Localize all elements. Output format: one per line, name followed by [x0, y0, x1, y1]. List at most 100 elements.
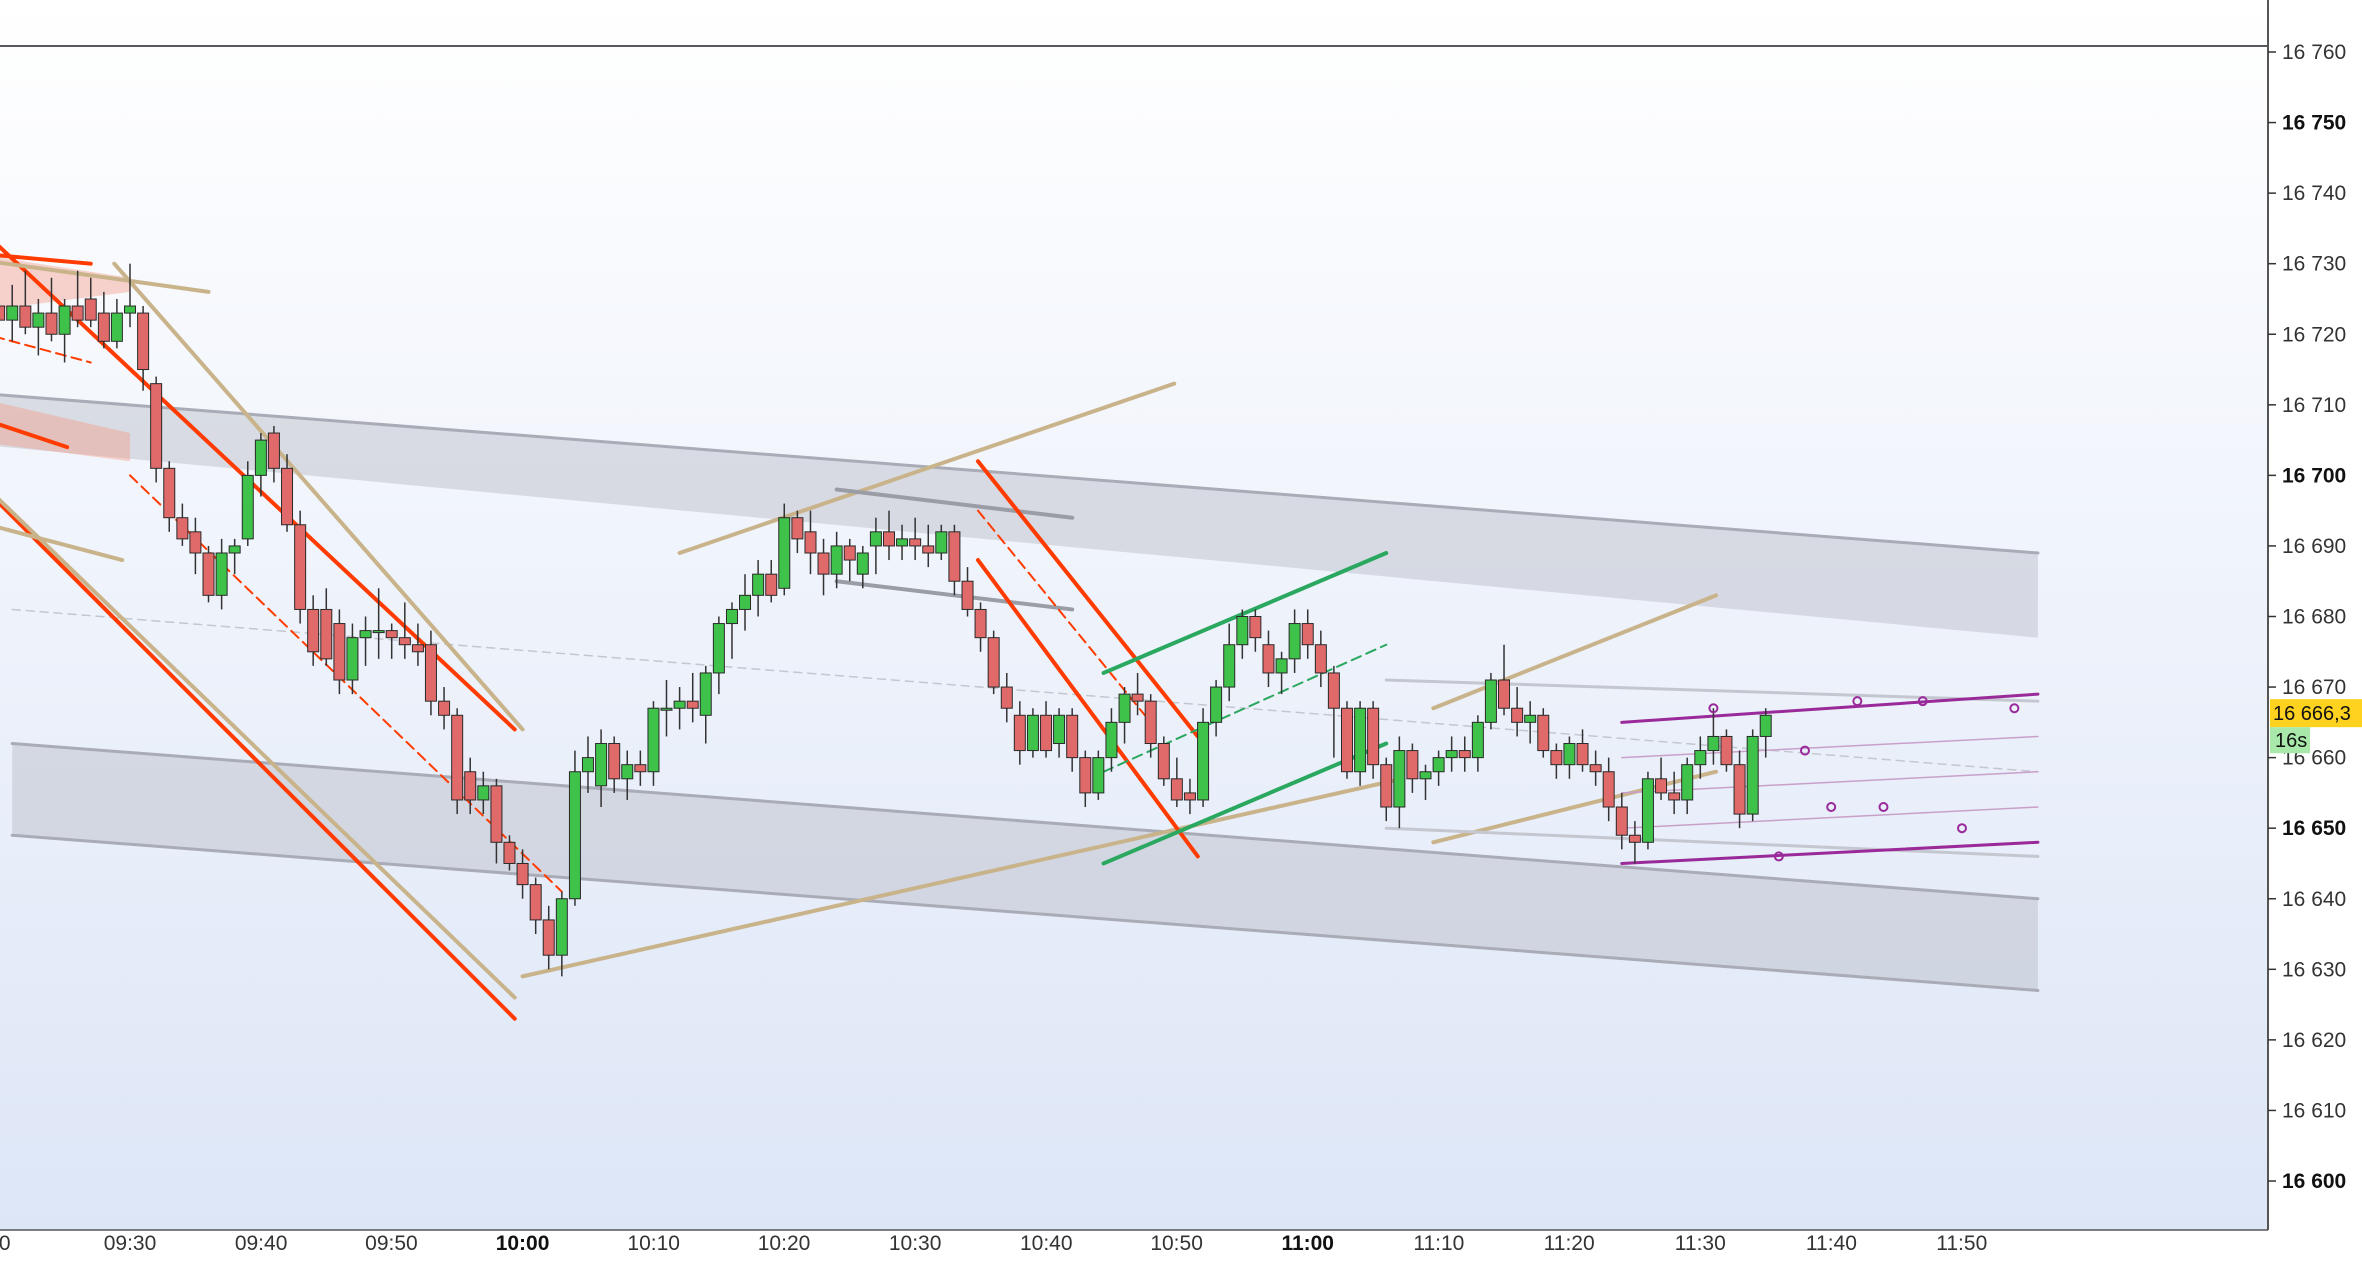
price-tick-label: 16 690: [2282, 535, 2346, 558]
resistance-zone-top-line: [0, 393, 2040, 555]
candle-body: [281, 467, 294, 526]
candle-body: [843, 545, 856, 561]
candle-body: [621, 764, 634, 780]
candle-body: [1733, 764, 1746, 815]
candle-body: [581, 757, 594, 773]
candle: [1183, 778, 1196, 815]
candle-body: [202, 552, 215, 596]
candle-body: [1576, 743, 1589, 766]
candle: [1458, 736, 1471, 772]
candle-body: [215, 552, 228, 596]
price-axis[interactable]: 16 760 16 750 16 740 16 730 16 720 16 710 16 7…: [2268, 41, 2346, 1193]
candle-body: [568, 771, 581, 900]
candle-body: [97, 312, 110, 342]
time-tick-label: 10:10: [627, 1232, 680, 1255]
candle-body: [1249, 616, 1262, 639]
candle-body: [1367, 707, 1380, 766]
candle: [1550, 743, 1563, 779]
candle: [909, 517, 922, 561]
candle: [555, 891, 568, 977]
candle: [752, 560, 765, 617]
candle: [896, 524, 909, 561]
gray-line-low: [1384, 826, 2040, 858]
candle: [581, 736, 594, 793]
candle: [84, 277, 97, 328]
candle: [1013, 701, 1026, 765]
candle-body: [71, 305, 84, 321]
tan-channel-2-upper: [1431, 593, 1719, 711]
candle-body: [1615, 806, 1628, 836]
candle: [1641, 771, 1654, 850]
candle: [1354, 701, 1367, 786]
candle: [411, 623, 424, 666]
time-tick-label: 09:30: [104, 1232, 157, 1255]
candle: [778, 503, 791, 596]
candle: [1537, 708, 1550, 758]
candle-body: [1275, 658, 1288, 674]
candle-body: [1707, 735, 1720, 752]
candle-body: [346, 637, 359, 681]
price-tick-label: 16 670: [2282, 676, 2346, 699]
channel-red-1-mid-b: [129, 474, 563, 893]
candle: [45, 277, 58, 342]
candle-body: [1746, 735, 1759, 815]
candle: [1733, 750, 1746, 829]
candle-body: [1013, 714, 1026, 752]
candle-body: [935, 531, 948, 554]
candle-body: [791, 517, 804, 540]
candle: [830, 531, 843, 589]
candle-body: [1066, 714, 1079, 759]
swing-marker: [2009, 703, 2020, 714]
candle: [424, 630, 437, 716]
candle-body: [608, 743, 621, 780]
support-zone-top-line: [10, 742, 2040, 901]
candle: [1079, 750, 1092, 808]
time-tick-label: 09:50: [365, 1232, 418, 1255]
candle-body: [333, 623, 346, 681]
candle-body: [267, 432, 280, 469]
candle-body: [1340, 707, 1353, 773]
candle-body: [1602, 771, 1615, 808]
candle-body: [699, 672, 712, 716]
candle: [817, 538, 830, 596]
candle: [1406, 743, 1419, 793]
candle-body: [1655, 778, 1668, 794]
time-tick-label: 11:10: [1413, 1232, 1464, 1255]
time-axis-background[interactable]: [0, 1230, 2362, 1269]
swing-marker: [1878, 802, 1889, 813]
candle-body: [856, 552, 869, 575]
candle-body: [359, 630, 372, 639]
candle-body: [1170, 778, 1183, 801]
candle: [477, 771, 490, 815]
candle: [398, 602, 411, 659]
candle-body: [1380, 764, 1393, 808]
time-axis[interactable]: 20 09:30 09:40 09:50 10:00 10:10 10:20 10:30 10:…: [0, 1232, 1987, 1255]
candle-body: [438, 700, 451, 716]
candle: [385, 623, 398, 659]
candle-body: [385, 630, 398, 639]
candle: [241, 461, 254, 546]
tan-rising-upper: [677, 381, 1177, 555]
candle: [6, 284, 19, 342]
last-price-label: 16 666,3: [2273, 703, 2351, 725]
price-tick-label: 16 680: [2282, 606, 2346, 629]
channel-purple-inner-3: [1621, 806, 2039, 829]
candle-body: [1301, 623, 1314, 646]
swing-marker: [1826, 802, 1837, 813]
candle-body: [1511, 707, 1524, 723]
candle: [58, 298, 71, 363]
channel-red-1-upper: [0, 244, 517, 732]
swing-marker: [1917, 696, 1928, 707]
candle-body: [974, 608, 987, 639]
price-tick-label: 16 630: [2282, 958, 2346, 981]
candle: [137, 306, 150, 391]
price-tick-label: 16 600: [2282, 1170, 2346, 1193]
candle: [595, 729, 608, 808]
candle-body: [660, 707, 673, 711]
price-axis-background[interactable]: [2268, 0, 2362, 1230]
candle: [451, 708, 464, 815]
channel-red-2-upper: [975, 459, 1200, 739]
candle-body: [1524, 714, 1537, 723]
